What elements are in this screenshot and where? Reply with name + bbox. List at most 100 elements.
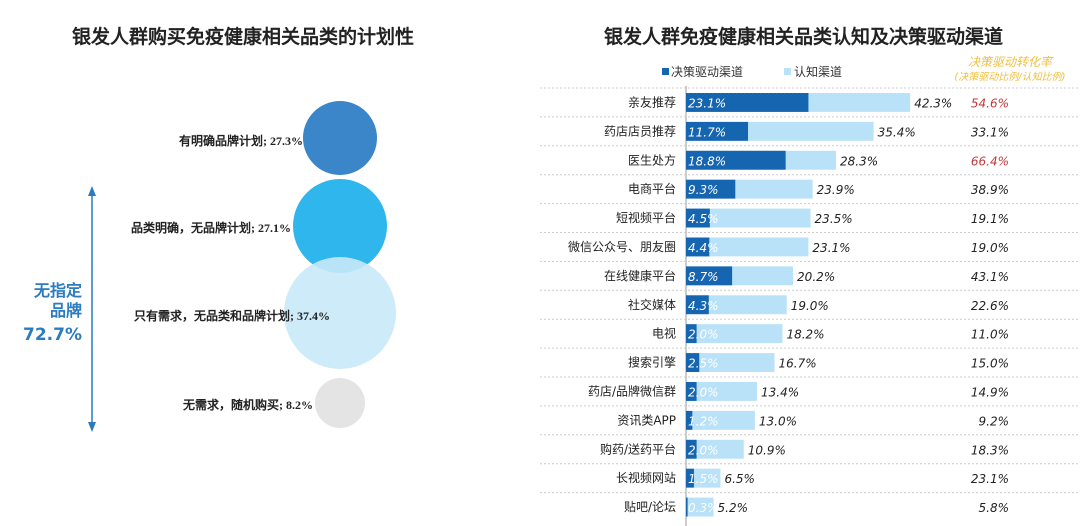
awareness-value: 13.4%	[761, 385, 799, 399]
decision-value: 4.3%	[688, 299, 719, 313]
bracket-label: 72.7%	[23, 325, 82, 345]
decision-value: 4.4%	[688, 241, 719, 255]
decision-bar	[686, 237, 710, 257]
awareness-value: 13.0%	[759, 414, 797, 428]
awareness-bar	[686, 353, 775, 372]
awareness-bar	[686, 324, 783, 344]
rate-value: 11.0%	[971, 328, 1009, 342]
bubble-label: 品类明确，无品牌计划; 27.1%	[131, 220, 291, 235]
decision-value: 18.8%	[688, 154, 726, 168]
bubble-label: 有明确品牌计划; 27.3%	[179, 133, 303, 148]
rate-value: 19.0%	[971, 241, 1009, 255]
decision-value: 11.7%	[688, 125, 726, 139]
decision-value: 0.3%	[688, 501, 719, 515]
awareness-value: 23.1%	[812, 241, 850, 255]
awareness-value: 16.7%	[779, 357, 817, 371]
rate-value: 22.6%	[971, 299, 1009, 313]
awareness-value: 5.2%	[718, 501, 749, 515]
category-label: 购药/送药平台	[600, 441, 676, 456]
decision-bar	[686, 410, 693, 430]
decision-bar	[686, 295, 709, 315]
awareness-value: 18.2%	[786, 328, 824, 342]
awareness-value: 28.3%	[840, 154, 878, 168]
awareness-value: 23.9%	[817, 183, 855, 197]
awareness-value: 10.9%	[748, 443, 786, 457]
category-label: 药店店员推荐	[604, 124, 676, 138]
decision-bar	[686, 382, 697, 401]
decision-bar	[686, 353, 700, 372]
rate-value: 66.4%	[971, 154, 1009, 168]
awareness-value: 6.5%	[724, 472, 755, 486]
rate-value: 54.6%	[971, 96, 1009, 110]
left-chart-title: 银发人群购买免疫健康相关品类的计划性	[72, 26, 415, 48]
awareness-value: 42.3%	[914, 96, 952, 110]
rate-value: 9.2%	[979, 414, 1010, 428]
rate-value: 5.8%	[979, 501, 1010, 515]
rate-value: 43.1%	[971, 270, 1009, 284]
arrow-up-icon	[88, 186, 96, 196]
decision-value: 23.1%	[688, 96, 726, 110]
rate-value: 14.9%	[971, 385, 1009, 399]
rate-value: 33.1%	[971, 125, 1009, 139]
bubble	[303, 101, 377, 175]
decision-bar	[686, 93, 809, 112]
category-label: 资讯类APP	[617, 413, 676, 427]
awareness-value: 20.2%	[797, 270, 835, 284]
category-label: 搜索引擎	[628, 355, 676, 370]
bubble-label: 只有需求，无品类和品牌计划; 37.4%	[134, 308, 330, 323]
awareness-bar	[686, 439, 744, 459]
rate-value: 38.9%	[971, 183, 1009, 197]
bracket-label: 品牌	[50, 301, 82, 320]
category-label: 药店/品牌微信群	[588, 384, 676, 398]
rate-value: 23.1%	[971, 472, 1009, 486]
category-label: 亲友推荐	[628, 95, 676, 109]
legend-label: 认知渠道	[794, 65, 842, 79]
bubble-label: 无需求，随机购买; 8.2%	[182, 397, 313, 412]
awareness-value: 23.5%	[815, 212, 853, 226]
decision-bar	[686, 439, 697, 459]
arrow-down-icon	[88, 422, 96, 432]
awareness-bar	[686, 410, 755, 430]
decision-bar	[686, 150, 786, 170]
awareness-value: 19.0%	[791, 299, 829, 313]
awareness-bar	[686, 295, 787, 315]
decision-bar	[686, 266, 733, 286]
decision-value: 2.0%	[688, 443, 719, 457]
decision-value: 2.5%	[688, 357, 719, 371]
category-label: 短视频平台	[616, 210, 676, 225]
rate-value: 19.1%	[971, 212, 1009, 226]
category-label: 长视频网站	[616, 470, 676, 485]
decision-bar	[686, 208, 710, 228]
category-label: 社交媒体	[628, 297, 676, 312]
bracket-label: 无指定	[33, 281, 82, 300]
legend-swatch	[662, 68, 669, 75]
decision-bar	[686, 468, 694, 488]
decision-bar	[686, 497, 688, 517]
decision-value: 4.5%	[688, 212, 719, 226]
legend-swatch	[784, 68, 791, 75]
awareness-bar	[686, 497, 714, 517]
decision-bar	[686, 324, 697, 344]
rate-subheader: (决策驱动比例/认知比例)	[954, 71, 1065, 83]
decision-value: 1.2%	[688, 414, 719, 428]
awareness-bar	[686, 468, 721, 488]
rate-value: 15.0%	[971, 357, 1009, 371]
decision-value: 2.0%	[688, 385, 719, 399]
awareness-bar	[686, 382, 758, 401]
rate-header: 决策驱动转化率	[968, 55, 1054, 69]
category-label: 电视	[652, 326, 676, 341]
bubble	[315, 378, 365, 428]
category-label: 微信公众号、朋友圈	[568, 240, 676, 254]
awareness-bar	[686, 208, 811, 228]
decision-bar	[686, 121, 749, 141]
decision-value: 2.0%	[688, 328, 719, 342]
bubble	[284, 257, 396, 369]
decision-value: 8.7%	[688, 270, 719, 284]
category-label: 电商平台	[628, 181, 676, 196]
right-chart-title: 银发人群免疫健康相关品类认知及决策驱动渠道	[604, 26, 1004, 48]
category-label: 贴吧/论坛	[624, 500, 676, 514]
legend-label: 决策驱动渠道	[671, 65, 743, 79]
decision-bar	[686, 179, 736, 199]
awareness-value: 35.4%	[878, 125, 916, 139]
